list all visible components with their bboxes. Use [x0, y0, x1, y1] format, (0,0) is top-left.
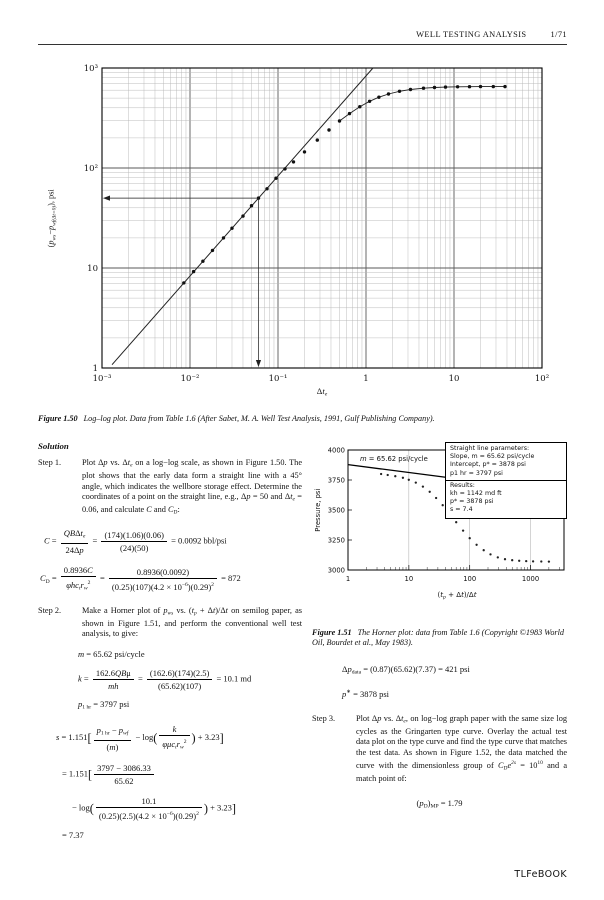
step-2: Step 2. Make a Horner plot of pws vs. (t… — [38, 606, 302, 640]
svg-text:1: 1 — [363, 374, 368, 384]
equation-slope: m = 65.62 psi/cycle — [78, 649, 145, 660]
fig151-caption-label: Figure 1.51 — [312, 628, 352, 637]
step-3-text: Plot Δp vs. Δte, on log−log graph paper … — [356, 713, 567, 783]
svg-text:10³: 10³ — [84, 64, 98, 74]
solution-heading: Solution — [38, 441, 69, 451]
step-3: Step 3. Plot Δp vs. Δte, on log−log grap… — [312, 714, 567, 784]
fig150-x-axis-label: Δte — [316, 386, 328, 398]
svg-text:1000: 1000 — [522, 575, 539, 583]
equation-p1hr: p1 hr = 3797 psi — [78, 699, 130, 712]
legend-results-section: Results: kh = 1142 md ft p* = 3878 psi s = … — [446, 479, 566, 515]
running-head: WELL TESTING ANALYSIS 1/71 — [38, 30, 567, 39]
fig150-plot-border — [101, 67, 543, 369]
fig150-caption: Figure 1.50 Log–log plot. Data from Table… — [38, 414, 567, 423]
equation-match-point: (pD)MP = 1.79 — [416, 798, 463, 811]
svg-text:100: 100 — [463, 575, 476, 583]
step-2-text: Make a Horner plot of pws vs. (tp + Δt)/… — [82, 605, 302, 638]
legend-box: Straight line parameters: Slope, m = 65.6… — [445, 442, 567, 519]
svg-text:10⁻³: 10⁻³ — [93, 374, 112, 384]
svg-text:10²: 10² — [535, 374, 549, 384]
figure-1-51: Pressure, psi m = 65.62 psi/cycle 1 10 100 1… — [312, 442, 567, 620]
fig150-data-points — [182, 84, 507, 285]
equation-skin-1: s = 1.151[p1 hr − pwf (m) − log(k φμctrw2)… — [56, 724, 224, 752]
equation-storage-coefficient: C = QBΔte 24Δp = (174)(1.06)(0.06) (24)(50… — [44, 528, 227, 556]
legend-line: Intercept, p* = 3878 psi — [450, 461, 526, 469]
svg-text:3000: 3000 — [328, 566, 345, 574]
legend-line: s = 7.4 — [450, 506, 473, 514]
right-column: Pressure, psi m = 65.62 psi/cycle 1 10 100 1… — [312, 442, 567, 813]
figure-1-50: (pws−pwf(Δt=0)), psi 10⁻³ 10⁻² 10⁻¹ 1 10 10² 1… — [38, 56, 567, 428]
legend-title: Results: — [450, 481, 475, 489]
running-head-title: WELL TESTING ANALYSIS — [416, 30, 527, 39]
late-time-curve — [339, 86, 505, 122]
equation-skin-3: − log(10.1 (0.25)(2.5)(4.2 × 10−6)(0.29)2… — [72, 795, 237, 821]
fig151-caption: Figure 1.51 The Horner plot: data from Ta… — [312, 628, 567, 648]
equation-dimensionless-storage: CD = 0.8936C φhctrw2 = 0.8936(0.0092) (0.2… — [40, 565, 241, 592]
match-point-arrows — [103, 195, 262, 367]
svg-text:1: 1 — [346, 575, 350, 583]
fig151-x-axis-label: (tp + Δt)/Δt — [437, 591, 477, 601]
page-number: 1/71 — [550, 30, 567, 39]
fig151-y-axis-label: Pressure, psi — [313, 488, 322, 532]
fig150-tick-labels: 10⁻³ 10⁻² 10⁻¹ 1 10 10² 1 10 10² 10³ — [84, 64, 549, 384]
legend-title: Straight line parameters: — [450, 445, 530, 452]
svg-text:1: 1 — [93, 364, 98, 374]
svg-text:10⁻²: 10⁻² — [181, 374, 200, 384]
fig150-y-axis-label: (pws−pwf(Δt=0)), psi — [46, 189, 58, 248]
step-1: Step 1. Plot Δp vs. Δte on a log−log sca… — [38, 458, 302, 518]
fig150-grid — [101, 67, 543, 369]
fig151-caption-text: The Horner plot: data from Table 1.6 (Co… — [312, 628, 564, 648]
slope-label: m = 65.62 psi/cycle — [360, 455, 428, 463]
equation-p-star: p∗ = 3878 psi — [342, 688, 390, 699]
equation-dp-data: Δpdata = (0.87)(65.62)(7.37) = 421 psi — [342, 664, 470, 677]
footer-logo: TLFeBOOK — [514, 869, 567, 880]
fig150-loglog-chart: 10⁻³ 10⁻² 10⁻¹ 1 10 10² 1 10 10² 10³ — [84, 64, 549, 384]
legend-line: Slope, m = 65.62 psi/cycle — [450, 453, 535, 461]
svg-text:3500: 3500 — [328, 506, 345, 514]
legend-line: p1 hr = 3797 psi — [450, 469, 503, 477]
step-1-label: Step 1. — [38, 458, 62, 468]
svg-text:10²: 10² — [84, 164, 98, 174]
step-1-text: Plot Δp vs. Δte on a log−log scale, as s… — [82, 458, 302, 516]
header-rule — [38, 44, 567, 45]
svg-text:4000: 4000 — [328, 446, 345, 454]
svg-text:10: 10 — [87, 264, 98, 274]
step-3-label: Step 3. — [312, 713, 336, 723]
svg-text:10: 10 — [405, 575, 414, 583]
fig150-caption-text: Log–log plot. Data from Table 1.6 (After… — [83, 414, 435, 424]
svg-text:10: 10 — [449, 374, 460, 384]
equation-skin-2: = 1.151[3797 − 3086.33 65.62 — [62, 763, 302, 786]
legend-line: kh = 1142 md ft — [450, 490, 502, 498]
fig151-tick-labels: 1 10 100 1000 3000 3250 3500 3750 4000 — [328, 446, 540, 583]
svg-text:3250: 3250 — [328, 536, 345, 544]
fig150-caption-label: Figure 1.50 — [38, 414, 78, 424]
legend-line: p* = 3878 psi — [450, 498, 494, 506]
equation-permeability: k = 162.6QBμ mh = (162.6)(174)(2.5) (65.62… — [78, 668, 252, 692]
svg-text:3750: 3750 — [328, 476, 345, 484]
legend-straight-line-section: Straight line parameters: Slope, m = 65.6… — [450, 445, 562, 478]
equation-skin-result: = 7.37 — [62, 830, 84, 841]
svg-text:10⁻¹: 10⁻¹ — [269, 374, 288, 384]
step-2-label: Step 2. — [38, 605, 62, 615]
solution-column: Solution Step 1. Plot Δp vs. Δte on a lo… — [38, 441, 302, 841]
